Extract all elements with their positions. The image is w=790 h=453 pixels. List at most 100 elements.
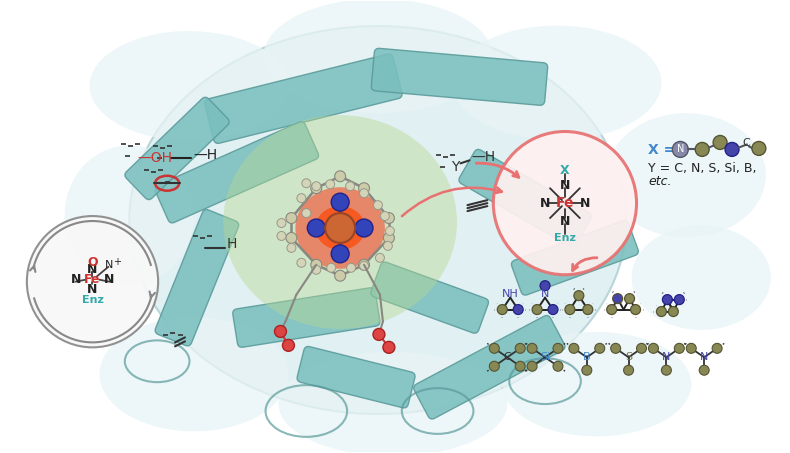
Text: N: N (540, 197, 550, 210)
Ellipse shape (295, 187, 385, 269)
Circle shape (553, 361, 563, 371)
Circle shape (374, 201, 382, 210)
Circle shape (327, 263, 336, 272)
Ellipse shape (631, 226, 771, 330)
Text: Enz: Enz (81, 294, 103, 304)
Circle shape (687, 343, 696, 353)
Circle shape (515, 361, 525, 371)
Text: N: N (580, 197, 590, 210)
Text: Fe: Fe (555, 196, 574, 210)
Text: —H: —H (472, 150, 495, 164)
Circle shape (283, 339, 295, 352)
Circle shape (672, 141, 688, 157)
Circle shape (675, 343, 684, 353)
Circle shape (675, 294, 684, 304)
Text: O: O (87, 256, 98, 269)
Circle shape (595, 343, 604, 353)
Ellipse shape (100, 317, 288, 431)
Text: —OH: —OH (137, 151, 172, 165)
Circle shape (582, 365, 592, 375)
Circle shape (286, 212, 297, 223)
Circle shape (307, 219, 325, 237)
Circle shape (712, 343, 722, 353)
Text: Si: Si (540, 352, 550, 362)
Circle shape (489, 361, 499, 371)
Text: NH: NH (502, 289, 518, 299)
Circle shape (375, 253, 385, 262)
Circle shape (274, 325, 287, 337)
Circle shape (497, 304, 507, 314)
Circle shape (355, 219, 373, 237)
Ellipse shape (130, 26, 626, 414)
Circle shape (359, 183, 370, 194)
Text: Y = C, N, S, Si, B,: Y = C, N, S, Si, B, (649, 162, 761, 175)
Text: X =: X = (649, 144, 675, 157)
Circle shape (583, 304, 592, 314)
FancyBboxPatch shape (155, 210, 239, 346)
FancyBboxPatch shape (297, 347, 415, 408)
Circle shape (569, 343, 579, 353)
Circle shape (752, 141, 766, 155)
Circle shape (277, 218, 286, 227)
Text: N: N (104, 273, 115, 286)
Text: H: H (227, 237, 237, 251)
Circle shape (287, 243, 296, 252)
Circle shape (302, 179, 310, 188)
Circle shape (383, 232, 394, 243)
Circle shape (611, 343, 621, 353)
Circle shape (325, 213, 355, 243)
Ellipse shape (65, 145, 194, 284)
Circle shape (381, 212, 389, 221)
Text: S: S (625, 352, 632, 362)
Circle shape (312, 265, 321, 274)
Circle shape (613, 294, 623, 304)
Circle shape (310, 259, 322, 270)
Circle shape (548, 304, 558, 314)
Circle shape (335, 270, 345, 281)
Text: N: N (88, 283, 98, 296)
FancyBboxPatch shape (233, 288, 380, 347)
Ellipse shape (453, 25, 661, 140)
Ellipse shape (279, 352, 507, 453)
Text: N: N (560, 215, 570, 227)
Circle shape (607, 304, 617, 314)
Text: +: + (113, 257, 122, 267)
Circle shape (335, 171, 345, 182)
Circle shape (527, 361, 537, 371)
Circle shape (699, 365, 709, 375)
Text: Enz: Enz (554, 233, 576, 243)
Circle shape (27, 216, 158, 347)
Circle shape (662, 294, 672, 304)
Circle shape (373, 328, 385, 340)
Text: —H: —H (193, 149, 217, 162)
Circle shape (574, 291, 584, 301)
FancyBboxPatch shape (414, 315, 565, 419)
Circle shape (312, 182, 321, 191)
Circle shape (325, 180, 335, 189)
Circle shape (630, 304, 641, 314)
Circle shape (277, 231, 286, 241)
Circle shape (649, 343, 658, 353)
Circle shape (383, 212, 394, 223)
Circle shape (359, 261, 368, 270)
Text: Fe: Fe (85, 273, 101, 286)
Text: N: N (70, 273, 81, 286)
Circle shape (359, 189, 368, 198)
Text: C: C (742, 139, 750, 149)
Circle shape (713, 135, 727, 149)
Circle shape (383, 342, 395, 353)
Text: N: N (88, 263, 98, 276)
Circle shape (489, 343, 499, 353)
Text: N: N (541, 289, 549, 299)
Circle shape (302, 208, 310, 217)
Text: N: N (700, 352, 709, 362)
Circle shape (514, 304, 523, 314)
Circle shape (725, 142, 739, 156)
Circle shape (532, 304, 542, 314)
Circle shape (553, 343, 563, 353)
Text: C: C (503, 352, 511, 362)
Text: N: N (105, 260, 114, 270)
Circle shape (695, 142, 709, 156)
Text: X: X (560, 164, 570, 177)
Ellipse shape (89, 31, 288, 140)
